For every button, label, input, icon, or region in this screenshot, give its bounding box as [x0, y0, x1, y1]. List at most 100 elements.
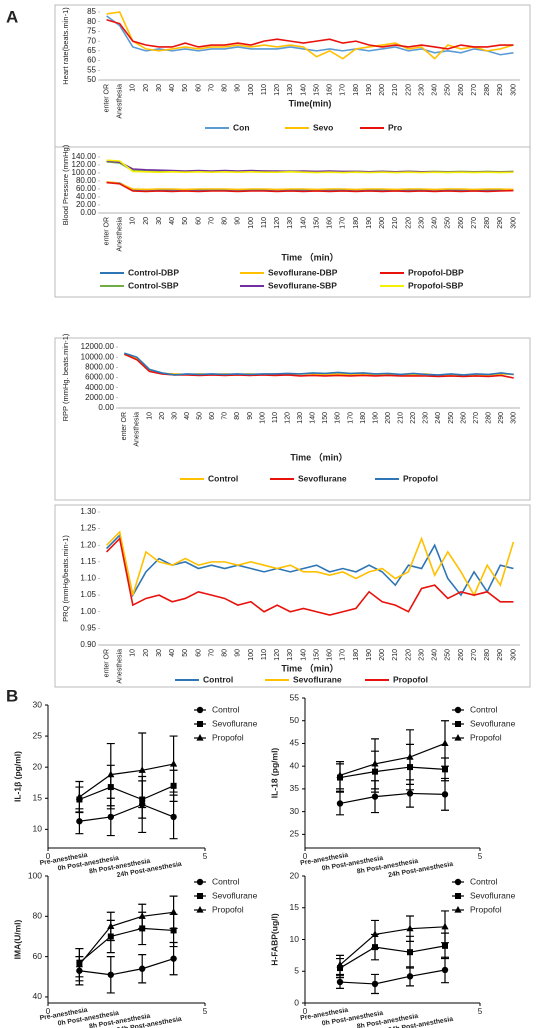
- y-tick-label: 100: [28, 870, 42, 880]
- y-tick-label: 1.05: [80, 590, 96, 599]
- x-tick-label: 300: [510, 84, 517, 96]
- legend-label: Propofol: [403, 473, 438, 483]
- x-tick-label: 160: [327, 217, 334, 229]
- x-tick-label: 200: [379, 84, 386, 96]
- y-tick-label: 55: [87, 65, 96, 74]
- series-line: [79, 785, 174, 801]
- legend-label: Propofol: [470, 732, 502, 742]
- x-tick-label: 290: [497, 649, 504, 661]
- legend-label: Control: [203, 674, 233, 684]
- legend-label: Propofol-SBP: [408, 280, 464, 290]
- y-tick-label: 65: [87, 46, 96, 55]
- point: [76, 818, 83, 825]
- legend-label: Con: [233, 122, 250, 132]
- x-tick-label: 10: [130, 84, 137, 92]
- x-tick-label: 160: [335, 412, 342, 424]
- x-tick-label: 190: [366, 84, 373, 96]
- point: [336, 800, 344, 807]
- x-tick-label: 20: [143, 84, 150, 92]
- legend-label: Sevoflurane: [212, 890, 258, 900]
- x-tick-label: 120: [284, 412, 291, 424]
- series-line: [78, 911, 174, 966]
- x-tick-label: 230: [418, 649, 425, 661]
- y-axis-label: IL-18 (pg/ml): [269, 748, 279, 799]
- x-tick-label: 150: [313, 84, 320, 96]
- x-tick-label: 180: [353, 217, 360, 229]
- x-tick-label: 10: [146, 412, 153, 420]
- series-line: [106, 181, 514, 191]
- x-tick-label: 150: [322, 412, 329, 424]
- x-tick-label: 250: [445, 649, 452, 661]
- x-tick-label: 260: [458, 217, 465, 229]
- legend-label: Propofol: [212, 904, 244, 914]
- legend-marker: [455, 721, 461, 727]
- legend-label: Control: [208, 473, 238, 483]
- legend-marker: [197, 893, 203, 899]
- series-line: [124, 353, 514, 377]
- y-tick-label: 10: [33, 824, 43, 834]
- x-tick-label: 300: [510, 649, 517, 661]
- x-tick-label: 30: [171, 412, 178, 420]
- x-tick-label: 10: [130, 217, 137, 225]
- x-tick-label: Anesthesia: [117, 217, 124, 252]
- x-tick-label: 200: [385, 412, 392, 424]
- x-tick-label: 130: [297, 412, 304, 424]
- series-line: [339, 766, 446, 779]
- point: [406, 924, 414, 932]
- legend-marker: [197, 721, 203, 727]
- x-tick-label: 220: [405, 649, 412, 661]
- point: [75, 960, 83, 968]
- y-tick-label: 25: [290, 829, 300, 839]
- frame: [54, 146, 531, 298]
- series-line: [105, 533, 514, 598]
- y-tick-label: 0: [294, 997, 299, 1007]
- x-tick-label: 50: [182, 217, 189, 225]
- x-tick-label: 260: [458, 649, 465, 661]
- y-tick-label: 8000.00: [85, 362, 114, 371]
- frame: [54, 337, 531, 501]
- legend-marker: [196, 734, 204, 741]
- x-tick-label: 190: [366, 649, 373, 661]
- x-tick-label: Anesthesia: [134, 412, 141, 447]
- y-tick-label: 30: [290, 806, 300, 816]
- x-tick-label: 210: [392, 217, 399, 229]
- x-tick-label: 280: [485, 412, 492, 424]
- x-tick-label: 20: [143, 217, 150, 225]
- y-tick-label: 5: [294, 966, 299, 976]
- series-line: [339, 792, 446, 805]
- x-tick-label: 290: [497, 217, 504, 229]
- x-tick-label: 120: [274, 217, 281, 229]
- x-tick-label: 250: [445, 84, 452, 96]
- y-tick-label: 0.00: [80, 208, 96, 217]
- x-axis-label: Time （min）: [281, 663, 338, 673]
- legend-marker: [196, 906, 204, 913]
- legend-label: Propofol: [212, 732, 244, 742]
- x-tick-label: 130: [287, 84, 294, 96]
- y-tick-label: 35: [290, 783, 300, 793]
- x-tick-label: 40: [169, 84, 176, 92]
- x-tick-label: 170: [340, 84, 347, 96]
- x-tick-label: 270: [471, 217, 478, 229]
- y-tick-label: 20.00: [76, 200, 97, 209]
- y-axis-label: Blood Pressure (mmHg): [61, 144, 70, 225]
- x-tick-label: 140: [300, 649, 307, 661]
- y-tick-label: 55: [290, 692, 300, 702]
- x-tick-label: Anesthesia: [117, 84, 124, 119]
- y-tick-label: 60: [87, 56, 96, 65]
- legend-marker: [196, 706, 204, 714]
- point: [170, 908, 178, 915]
- x-tick-label: 30: [156, 84, 163, 92]
- point: [371, 980, 379, 988]
- x-tick-label: 200: [379, 649, 386, 661]
- x-tick-label: 90: [235, 84, 242, 92]
- y-tick-label: 0.90: [80, 640, 96, 649]
- x-tick-label: 50: [197, 412, 204, 420]
- series-line: [79, 958, 174, 976]
- y-tick-label: 1.00: [80, 607, 96, 616]
- x-tick-label: 240: [432, 84, 439, 96]
- point: [442, 942, 448, 949]
- x-tick-label: 110: [272, 412, 279, 423]
- x-tick-label: 60: [195, 217, 202, 225]
- legend-marker: [454, 878, 462, 886]
